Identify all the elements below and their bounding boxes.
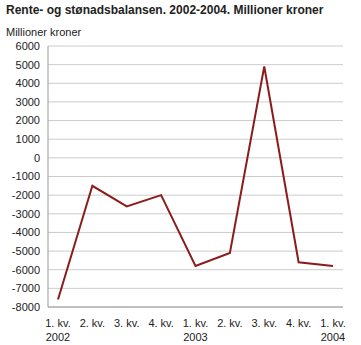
svg-text:-4000: -4000 (12, 226, 40, 238)
svg-text:-8000: -8000 (12, 301, 40, 313)
svg-text:1. kv.2004: 1. kv.2004 (320, 317, 345, 343)
svg-text:4. kv.: 4. kv. (148, 317, 173, 329)
svg-text:5000: 5000 (16, 59, 40, 71)
svg-text:4. kv.: 4. kv. (286, 317, 311, 329)
html-text:Millioner kroner: Millioner kroner (6, 26, 82, 38)
svg-text:0: 0 (34, 152, 40, 164)
svg-text:-5000: -5000 (12, 245, 40, 257)
svg-text:4000: 4000 (16, 77, 40, 89)
svg-text:-3000: -3000 (12, 208, 40, 220)
svg-text:-1000: -1000 (12, 170, 40, 182)
svg-text:1. kv.2002: 1. kv.2002 (45, 317, 70, 343)
svg-text:3000: 3000 (16, 96, 40, 108)
svg-text:1000: 1000 (16, 133, 40, 145)
svg-text:3. kv.: 3. kv. (252, 317, 277, 329)
svg-text:-7000: -7000 (12, 282, 40, 294)
svg-text:2. kv.: 2. kv. (217, 317, 242, 329)
svg-text:1. kv.2003: 1. kv.2003 (183, 317, 208, 343)
svg-text:2. kv.: 2. kv. (80, 317, 105, 329)
svg-text:-6000: -6000 (12, 264, 40, 276)
svg-text:3. kv.: 3. kv. (114, 317, 139, 329)
svg-text:-2000: -2000 (12, 189, 40, 201)
html-text:Rente- og stønadsbalansen. 200: Rente- og stønadsbalansen. 2002-2004. Mi… (6, 3, 324, 17)
svg-text:2000: 2000 (16, 114, 40, 126)
svg-text:6000: 6000 (16, 40, 40, 52)
